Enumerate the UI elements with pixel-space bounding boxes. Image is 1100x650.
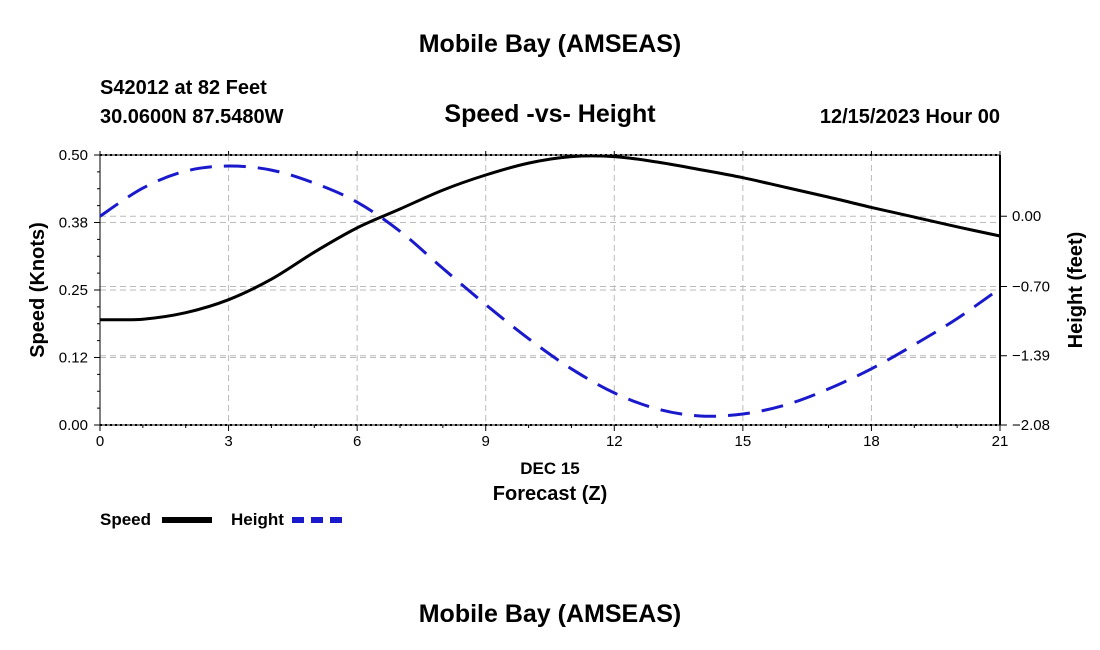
footer-title: Mobile Bay (AMSEAS) <box>418 600 682 628</box>
y-tick-label: 0.25 <box>59 282 88 299</box>
station-coordinates: 30.0600N 87.5480W <box>100 106 284 128</box>
x-tick-label: 3 <box>224 433 232 450</box>
x-axis-date-label: DEC 15 <box>520 459 580 478</box>
chart-subtitle: Speed -vs- Height <box>444 100 656 128</box>
legend-height-label: Height <box>231 510 284 529</box>
legend-speed-swatch <box>162 517 212 523</box>
y2-tick-label: 0.00 <box>1012 208 1041 225</box>
x-tick-label: 9 <box>482 433 490 450</box>
y2-tick-label: −2.08 <box>1012 417 1050 434</box>
forecast-datetime: 12/15/2023 Hour 00 <box>819 106 1000 128</box>
legend-speed-label: Speed <box>100 510 152 529</box>
y2-tick-label: −1.39 <box>1012 348 1050 365</box>
y-tick-label: 0.00 <box>59 417 88 434</box>
station-name: S42012 at 82 Feet <box>100 77 267 99</box>
grid <box>100 155 1000 426</box>
ticks: 0 3 6 9 12 15 18 21 0.00 0.12 0.25 0.38 0.50 −2.08 −1.… <box>59 147 1050 450</box>
series <box>99 154 1001 418</box>
y2-tick-label: −0.70 <box>1012 278 1050 295</box>
x-tick-label: 6 <box>353 433 361 450</box>
x-tick-label: 15 <box>735 433 752 450</box>
series-line-height <box>99 164 1001 418</box>
x-tick-label: 0 <box>96 433 104 450</box>
chart-main-title: Mobile Bay (AMSEAS) <box>418 30 682 58</box>
x-tick-label: 21 <box>992 433 1009 450</box>
legend-height-swatch <box>292 517 342 523</box>
y-axis-title: Speed (Knots) <box>27 222 49 358</box>
y2-axis-title: Height (feet) <box>1065 232 1087 349</box>
y-tick-label: 0.50 <box>59 147 88 164</box>
y-tick-label: 0.38 <box>59 215 88 232</box>
series-line-speed <box>99 154 1001 322</box>
x-axis-title: Forecast (Z) <box>493 483 607 505</box>
y-tick-label: 0.12 <box>59 350 88 367</box>
x-tick-label: 18 <box>863 433 880 450</box>
x-tick-label: 12 <box>606 433 623 450</box>
